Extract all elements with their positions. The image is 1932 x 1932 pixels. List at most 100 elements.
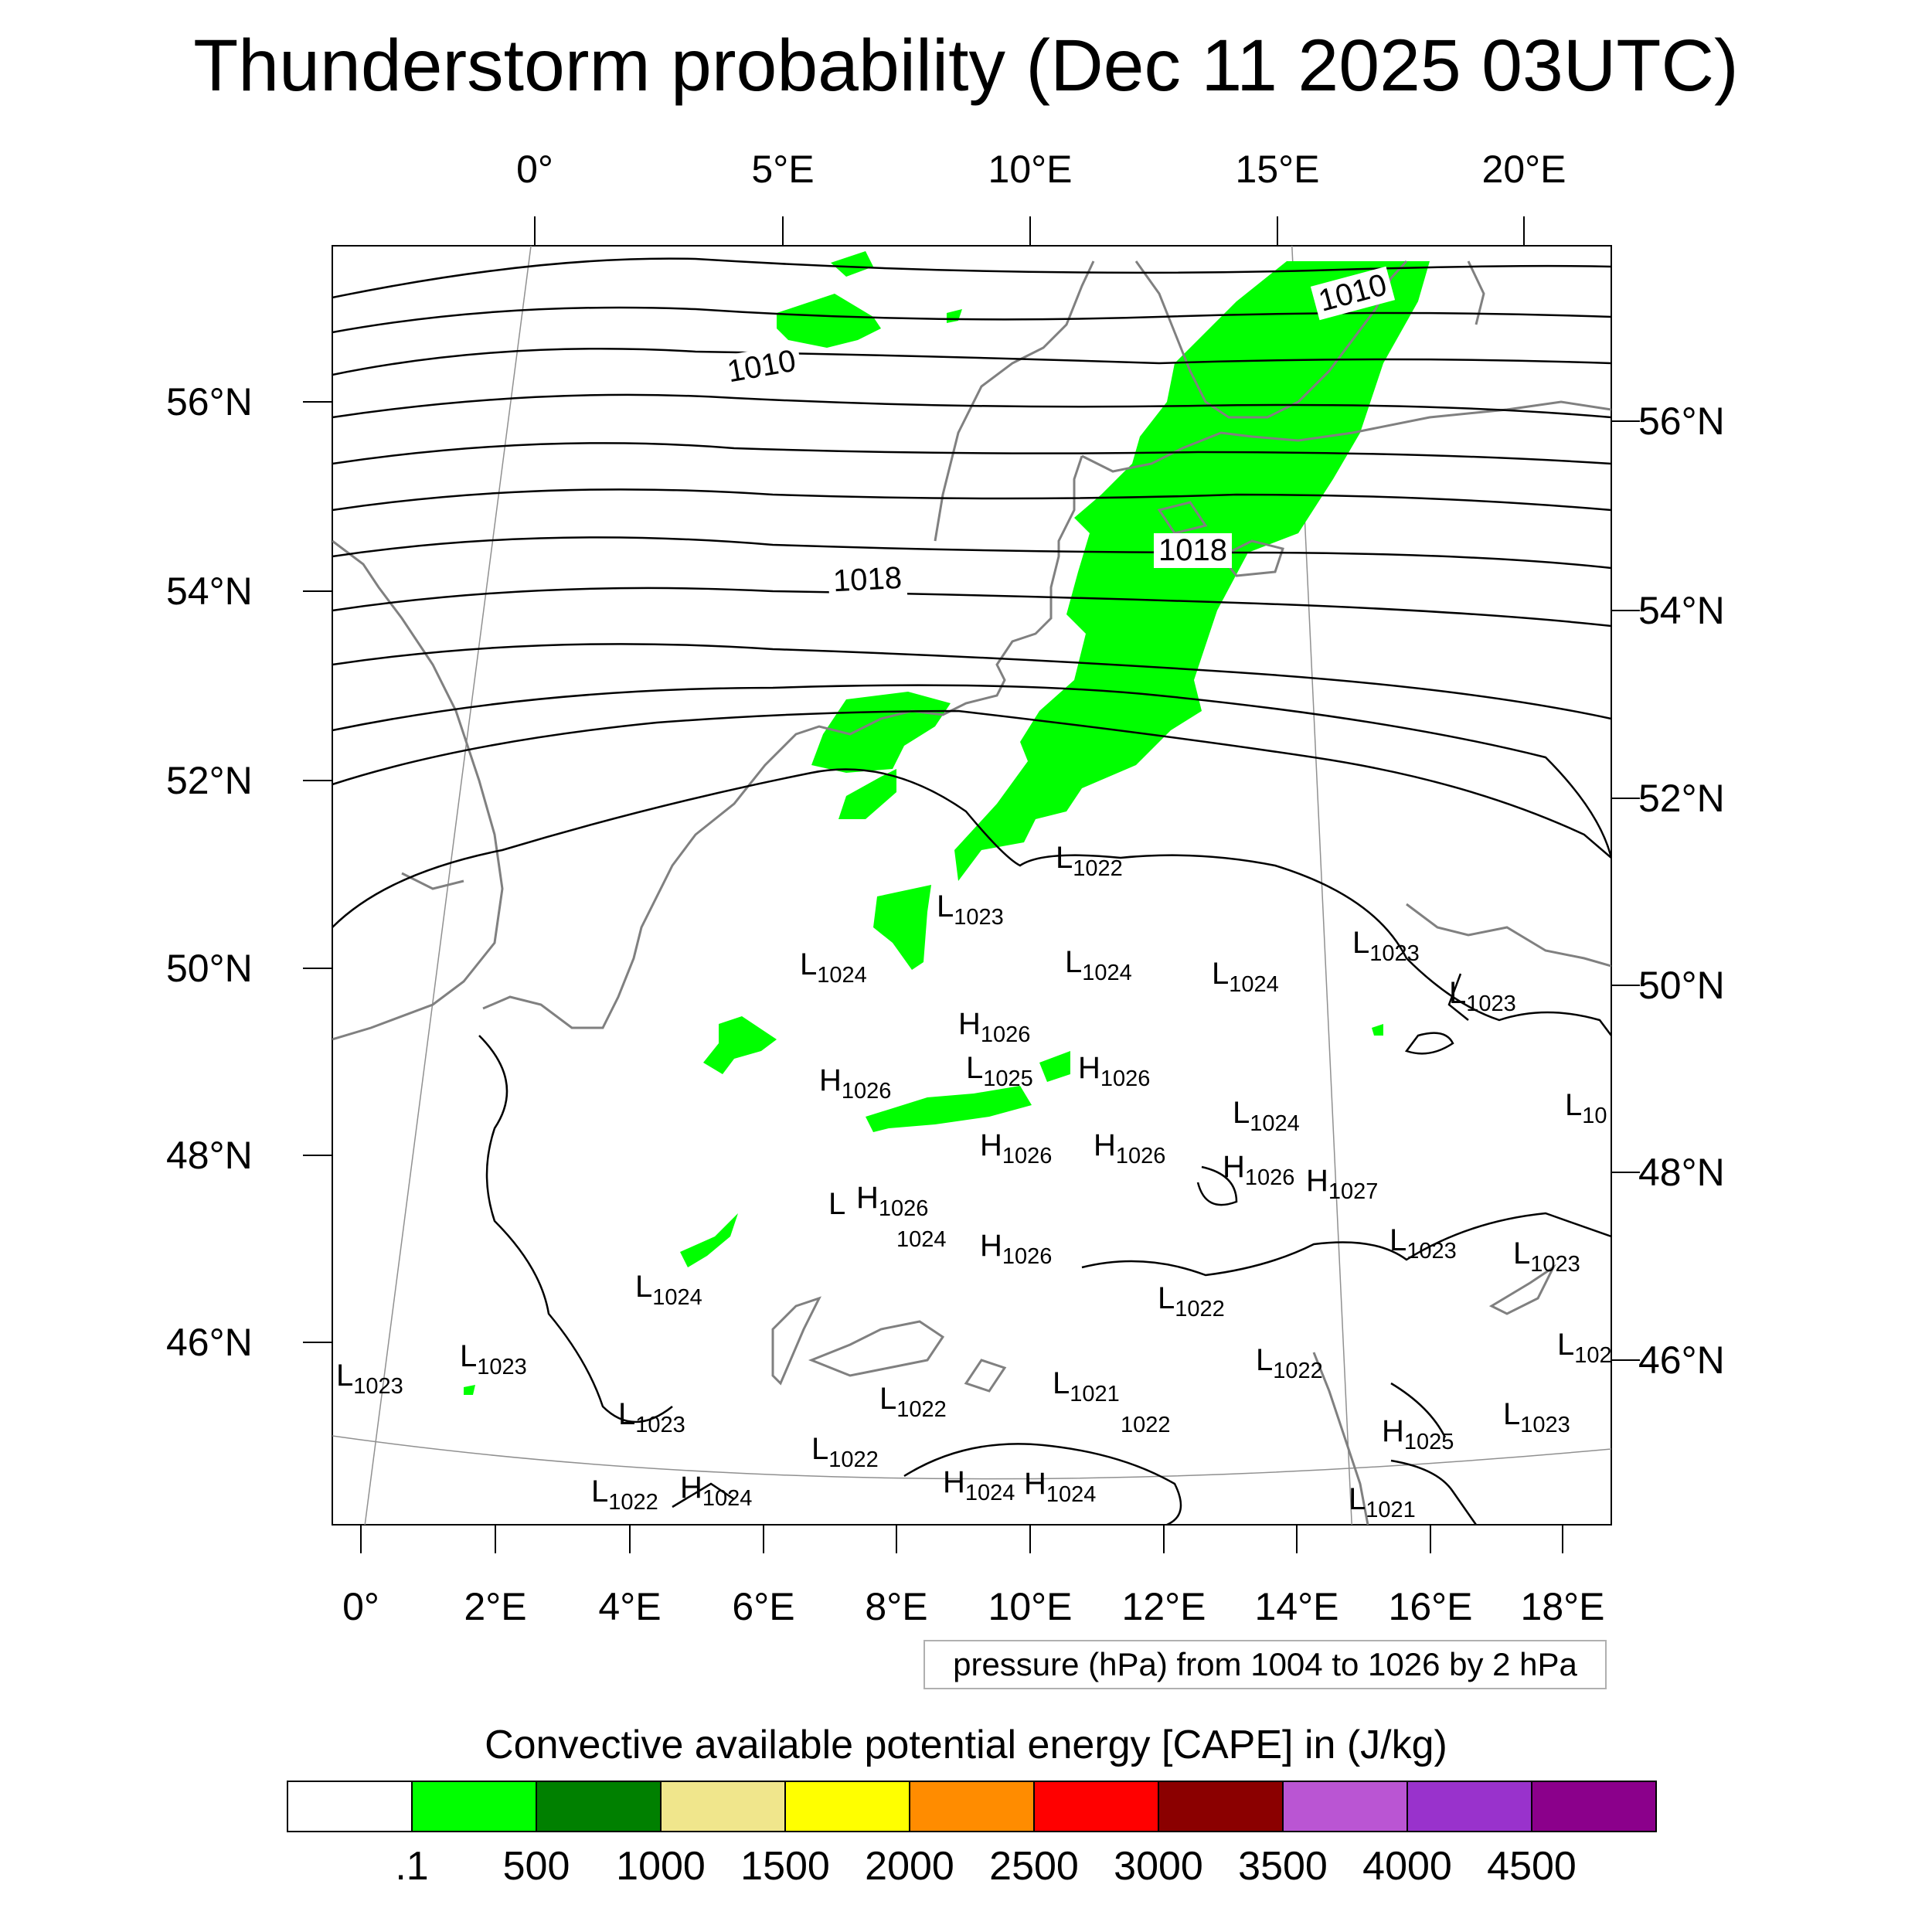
graticule-parallel-45n [332,1435,1611,1480]
isobar [478,1035,673,1423]
cape-patch [873,885,931,970]
isobar [1196,1165,1238,1206]
isobar [1390,1382,1447,1438]
pressure-center-label: L1021 [1349,1482,1416,1522]
pressure-center-label: H1024 [680,1471,753,1511]
pressure-center-label: L1021 [1053,1366,1120,1406]
coastline-britain [332,539,504,1041]
isobar-label: 1018 [1154,533,1232,568]
lat-label-right: 46°N [1638,1338,1725,1382]
pressure-center-label: L10 [1565,1088,1607,1128]
coastline-baltic-south [1081,400,1611,473]
lon-label-bottom: 14°E [1254,1585,1339,1628]
coastline [401,872,464,890]
isobar [1081,1212,1611,1277]
pressure-center-label: L1023 [336,1359,403,1399]
pressure-center-label: L1023 [1503,1397,1570,1437]
colorbar-label: 500 [502,1844,570,1889]
colorbar-swatch [1406,1781,1532,1832]
pressure-center-label: L1023 [618,1397,685,1437]
isobar [332,709,1611,859]
isobar [1447,973,1469,1021]
lon-label-bottom: 16°E [1388,1585,1473,1628]
pressure-center-label: L1023 [1389,1223,1457,1264]
pressure-center-label: L1022 [811,1432,879,1472]
isobar [332,643,1611,720]
lat-label-left: 50°N [166,947,253,990]
lon-label-bottom: 6°E [732,1585,795,1628]
pressure-center-label: H1026 [980,1128,1053,1168]
pressure-center-label: L1022 [1158,1281,1225,1321]
colorbar-label: 3500 [1238,1844,1328,1889]
isobar [332,768,1611,1036]
island [1157,501,1208,535]
pressure-center-label: L102 [1557,1328,1612,1368]
pressure-center-label: H1026 [958,1007,1031,1047]
isobar [332,587,1611,628]
lat-label-left: 48°N [166,1134,253,1177]
colorbar-label: 2500 [989,1844,1079,1889]
isobar [332,536,1611,570]
isobar-label: 1018 [827,560,908,600]
lat-label-left: 46°N [166,1321,253,1364]
isobar [332,488,1611,512]
pressure-center-label: L1024 [800,947,867,988]
isobars [332,257,1611,1525]
lake [1488,1264,1556,1315]
colorbar-label: 4000 [1362,1844,1452,1889]
cape-patch [703,1016,777,1074]
colorbar-label: 2000 [865,1844,954,1889]
lon-label-bottom: 12°E [1121,1585,1206,1628]
pressure-center-label: L1022 [591,1475,658,1515]
cape-patch [680,1213,738,1267]
pressure-center-label: H1025 [1382,1414,1454,1454]
pressure-center-label: L1024 [1233,1096,1300,1136]
pressure-center-label: H1026 [1094,1128,1166,1168]
lon-label-bottom: 10°E [988,1585,1073,1628]
pressure-center-label: H1026 [1078,1051,1151,1091]
lon-label-bottom: 8°E [865,1585,928,1628]
chart-title: Thunderstorm probability (Dec 11 2025 03… [193,25,1739,107]
cape-shading [464,251,1430,1395]
pressure-center-label: H1026 [1223,1150,1295,1190]
colorbar-swatch [1282,1781,1408,1832]
cape-patch [777,294,881,348]
colorbar-swatch [784,1781,910,1832]
lake [808,1320,945,1377]
pressure-center-label: L1023 [1352,926,1420,966]
lon-label-top: 15°E [1235,148,1320,191]
lat-label-right: 48°N [1638,1151,1725,1194]
graticule-meridian-0 [364,246,532,1525]
lake [964,1359,1007,1393]
coastline [1406,903,1611,968]
colorbar-swatch [1033,1781,1159,1832]
lon-label-top: 10°E [988,148,1073,191]
lake [771,1296,821,1386]
cape-band-main [954,261,1430,881]
colorbar-swatch [536,1781,662,1832]
colorbar-label: 4500 [1487,1844,1577,1889]
pressure-center-label: H1026 [819,1063,892,1104]
cape-patch [866,1086,1032,1132]
colorbar-title: Convective available potential energy [C… [485,1723,1447,1767]
lat-label-right: 54°N [1638,589,1725,632]
coastline-jutland [934,260,1095,542]
colorbar-swatch [1158,1781,1284,1832]
isobar [903,1443,1182,1525]
lat-label-left: 52°N [166,759,253,802]
isobar [332,684,1611,859]
lon-label-bottom: 4°E [598,1585,662,1628]
pressure-center-label: L1022 [1256,1343,1323,1383]
coastlines [332,260,1611,1525]
lon-label-bottom: 2°E [464,1585,527,1628]
colorbar-swatch [1531,1781,1657,1832]
pressure-center-label: L1024 [635,1270,702,1310]
pressure-center-label: L1023 [1449,976,1516,1016]
colorbar [287,1781,1657,1832]
cape-patch [831,251,873,277]
colorbar-label: 1500 [740,1844,830,1889]
cape-patch [1372,1024,1383,1036]
pressure-center-label: L1023 [460,1339,527,1379]
pressure-center-label: L1022 [879,1382,947,1422]
